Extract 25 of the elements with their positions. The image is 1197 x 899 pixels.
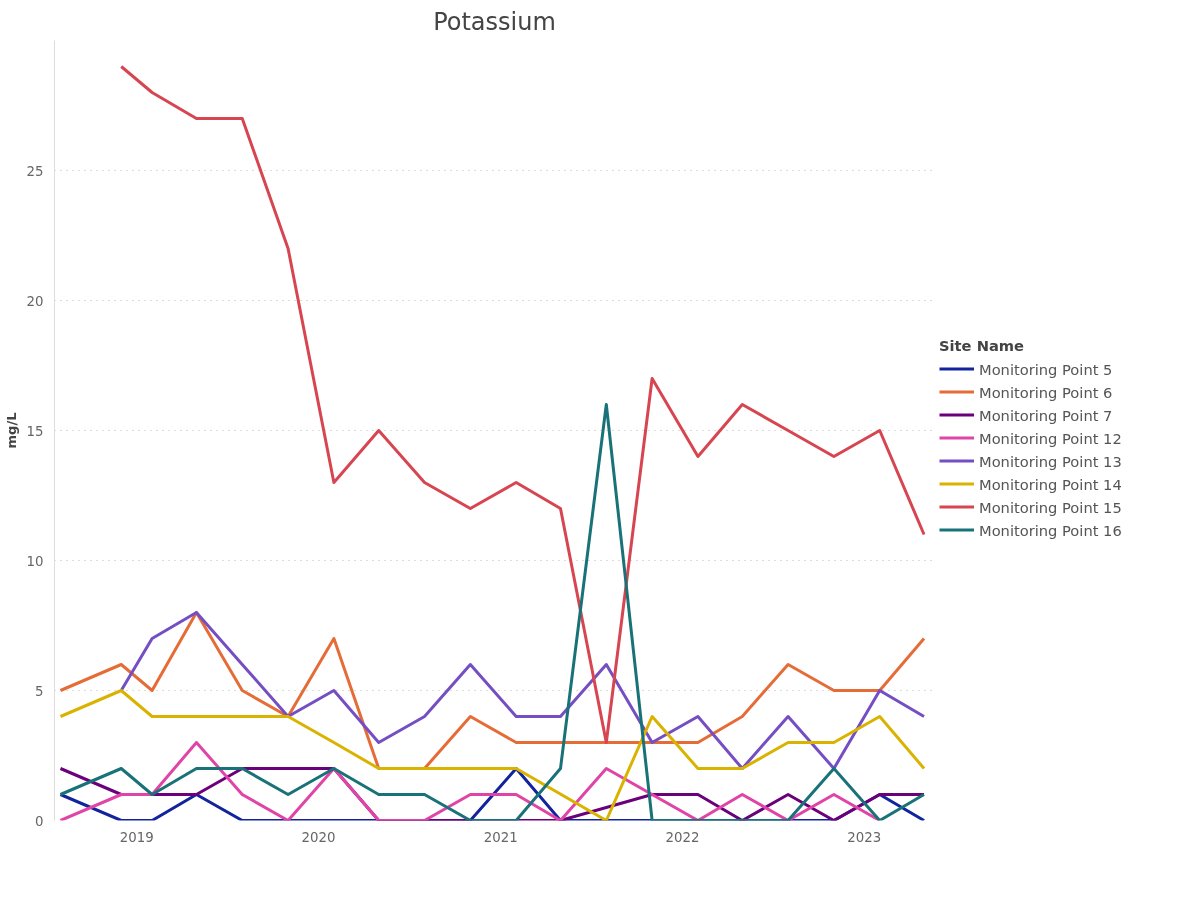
x-tick-label: 2019 [119,829,154,845]
x-tick-label: 2022 [665,829,700,845]
y-tick-label: 0 [35,813,44,829]
legend-label: Monitoring Point 16 [979,521,1122,538]
line-series [119,65,926,744]
x-tick-label: 2020 [301,829,336,845]
legend-label: Monitoring Point 5 [979,360,1113,377]
chart-title: Potassium [433,7,556,36]
y-tick-label: 25 [26,163,44,179]
line-series [58,689,926,821]
legend-label: Monitoring Point 6 [979,383,1113,400]
y-axis-title: mg/L [3,412,19,449]
legend-label: Monitoring Point 7 [979,406,1113,423]
y-tick-label: 10 [26,553,44,569]
legend-label: Monitoring Point 15 [979,498,1122,515]
x-tick-label: 2023 [847,829,882,845]
x-tick-label: 2021 [483,829,518,845]
y-tick-label: 15 [26,423,44,439]
legend-label: Monitoring Point 14 [979,475,1122,492]
legend-label: Monitoring Point 12 [979,429,1122,446]
y-tick-label: 5 [35,683,44,699]
legend-title: Site Name [939,336,1025,354]
legend-label: Monitoring Point 13 [979,452,1122,469]
line-series [58,403,926,821]
y-tick-label: 20 [26,293,44,309]
